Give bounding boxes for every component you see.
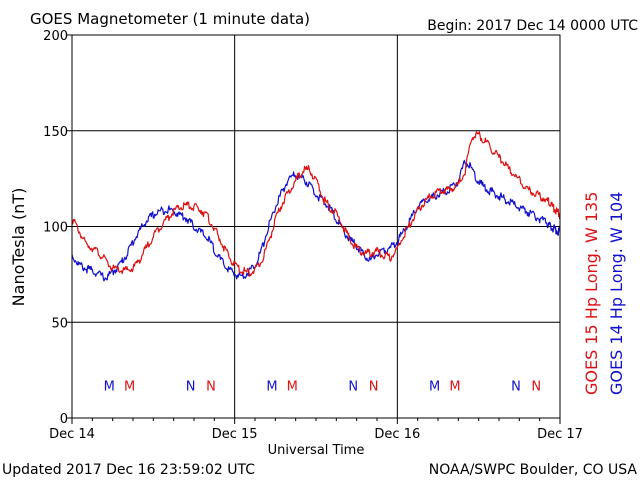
legend-entry: GOES 15 Hp Long. W 135	[582, 192, 601, 395]
chart-title: GOES Magnetometer (1 minute data)	[30, 10, 310, 28]
marker-label: M	[104, 379, 115, 394]
marker-label: M	[266, 379, 277, 394]
y-axis-ticks: 0 50 100 150 200	[43, 29, 72, 427]
legend-entry: GOES 14 Hp Long. W 104	[607, 192, 626, 395]
marker-label: N	[348, 379, 358, 394]
updated-time: Updated 2017 Dec 16 23:59:02 UTC	[2, 462, 255, 478]
x-tick-label: Dec 17	[537, 427, 583, 442]
y-axis-label: NanoTesla (nT)	[9, 188, 28, 307]
y-tick-label: 100	[43, 221, 68, 236]
y-tick-label: 200	[43, 29, 68, 44]
y-tick-label: 0	[60, 412, 68, 427]
x-tick-label: Dec 14	[49, 427, 95, 442]
marker-label: M	[124, 379, 135, 394]
marker-label: N	[206, 379, 216, 394]
marker-label: N	[369, 379, 379, 394]
credit-text: NOAA/SWPC Boulder, CO USA	[429, 462, 638, 478]
grid-lines	[72, 35, 560, 418]
marker-label: M	[449, 379, 460, 394]
marker-label: M	[429, 379, 440, 394]
y-tick-label: 50	[51, 316, 68, 331]
series-layer	[71, 131, 561, 282]
x-tick-label: Dec 15	[212, 427, 258, 442]
marker-label: N	[531, 379, 541, 394]
marker-label: M	[287, 379, 298, 394]
x-axis-label: Universal Time	[268, 443, 365, 458]
marker-label: N	[511, 379, 521, 394]
x-tick-label: Dec 16	[374, 427, 420, 442]
legend: GOES 15 Hp Long. W 135 GOES 14 Hp Long. W…	[582, 192, 626, 395]
goes15-series-line	[71, 131, 561, 277]
y-tick-label: 150	[43, 125, 68, 140]
begin-time: Begin: 2017 Dec 14 0000 UTC	[427, 18, 638, 34]
marker-label: N	[186, 379, 196, 394]
x-axis-ticks: Dec 14 Dec 15 Dec 16 Dec 17	[49, 418, 583, 442]
